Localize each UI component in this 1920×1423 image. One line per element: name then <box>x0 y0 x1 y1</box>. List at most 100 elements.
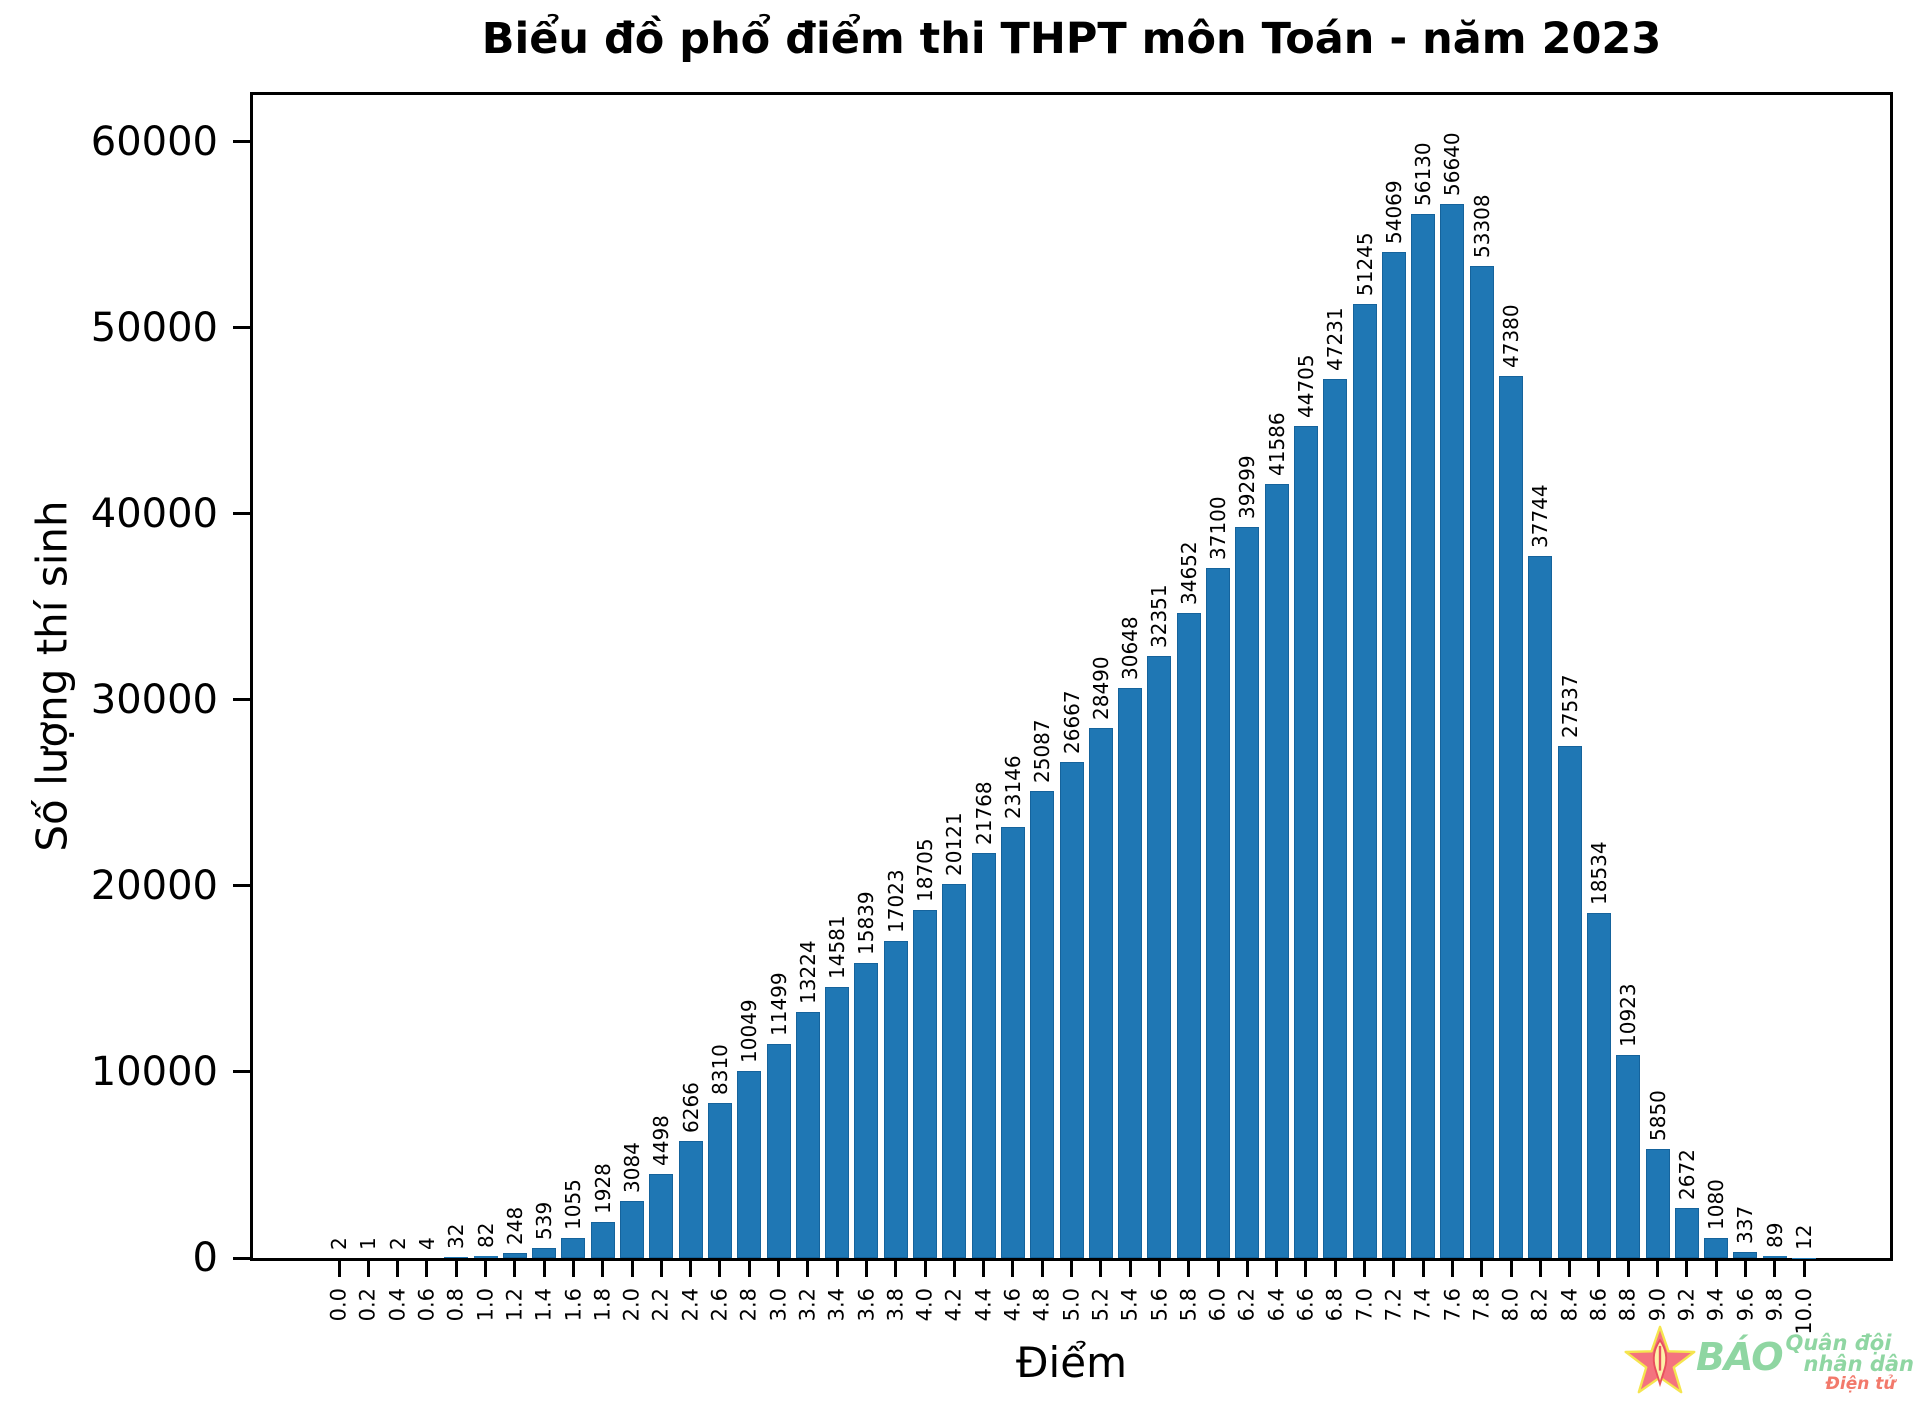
y-tick <box>233 326 250 330</box>
x-tick <box>982 1260 986 1277</box>
bar <box>1000 827 1025 1258</box>
bar-value-label: 27537 <box>1557 673 1582 738</box>
x-tick-label: 7.2 <box>1381 1288 1406 1322</box>
x-tick-label: 3.2 <box>795 1288 820 1322</box>
bar-value-label: 39299 <box>1235 455 1260 519</box>
bar <box>1586 913 1611 1258</box>
x-tick-label: 4.2 <box>941 1288 966 1322</box>
x-tick <box>952 1260 956 1277</box>
bar-value-label: 10049 <box>737 999 762 1064</box>
bar <box>502 1253 527 1258</box>
x-tick-label: 8.4 <box>1557 1288 1582 1322</box>
x-tick <box>1128 1260 1132 1277</box>
x-tick-label: 6.6 <box>1293 1288 1318 1322</box>
x-tick <box>1714 1260 1718 1277</box>
x-tick <box>1802 1260 1806 1277</box>
x-tick <box>337 1260 341 1277</box>
bar-value-label: 44705 <box>1293 354 1318 419</box>
x-tick <box>1480 1260 1484 1277</box>
x-tick-label: 0.2 <box>355 1288 380 1322</box>
x-tick-label: 0.4 <box>385 1288 410 1322</box>
bar-value-label: 248 <box>502 1207 527 1246</box>
x-tick-label: 7.6 <box>1439 1288 1464 1322</box>
x-tick <box>1011 1260 1015 1277</box>
bar <box>561 1238 586 1258</box>
x-tick-label: 6.8 <box>1322 1288 1347 1322</box>
x-tick-label: 3.6 <box>853 1288 878 1322</box>
x-tick <box>601 1260 605 1277</box>
y-tick <box>233 140 250 144</box>
bar-value-label: 1080 <box>1704 1179 1729 1230</box>
x-tick <box>1070 1260 1073 1277</box>
chart-title: Biểu đồ phổ điểm thi THPT môn Toán - năm… <box>481 14 1662 64</box>
x-tick-label: 4.8 <box>1029 1288 1054 1322</box>
bar <box>1059 761 1084 1258</box>
bar-value-label: 6266 <box>678 1082 703 1134</box>
bar-value-label: 1928 <box>590 1163 615 1215</box>
bar <box>1323 379 1348 1258</box>
bar-value-label: 13224 <box>795 940 820 1004</box>
bar-value-label: 56640 <box>1440 132 1465 197</box>
bar <box>620 1200 644 1258</box>
bar-value-label: 14581 <box>825 915 850 979</box>
bar <box>971 852 996 1258</box>
bar <box>1147 656 1172 1258</box>
bar <box>590 1222 615 1258</box>
x-tick-label: 5.2 <box>1088 1288 1113 1322</box>
y-axis-label: Số lượng thí sinh <box>27 500 77 852</box>
x-tick-label: 6.0 <box>1205 1288 1230 1322</box>
x-tick <box>777 1260 780 1277</box>
x-tick <box>366 1260 370 1277</box>
y-tick-label: 50000 <box>90 304 218 351</box>
x-tick <box>1626 1260 1630 1277</box>
x-tick <box>425 1260 429 1277</box>
x-tick-label: 7.4 <box>1410 1288 1435 1322</box>
x-tick <box>1333 1260 1337 1277</box>
bar <box>1674 1208 1699 1258</box>
bar-value-label: 20121 <box>942 811 967 876</box>
x-tick <box>630 1260 634 1277</box>
y-tick <box>233 1070 250 1074</box>
bar <box>1469 266 1494 1258</box>
logo-word-dientu: Điện tử <box>1825 1373 1896 1394</box>
x-tick <box>659 1260 663 1277</box>
x-tick-label: 1.6 <box>560 1288 585 1322</box>
bar-value-label: 34652 <box>1176 541 1201 606</box>
x-tick-label: 5.6 <box>1146 1288 1171 1322</box>
x-tick-label: 7.8 <box>1469 1288 1494 1322</box>
x-tick-label: 8.2 <box>1527 1288 1552 1322</box>
x-tick-label: 3.4 <box>824 1288 849 1322</box>
bar <box>1293 426 1318 1258</box>
star-pen-nib-icon <box>1624 1325 1696 1394</box>
bar <box>795 1011 820 1258</box>
x-tick <box>1421 1260 1425 1277</box>
x-tick-label: 0.0 <box>326 1288 351 1322</box>
bar-value-label: 82 <box>473 1223 498 1249</box>
y-tick-label: 0 <box>192 1235 218 1281</box>
x-tick <box>1304 1260 1308 1277</box>
bar-value-label: 56130 <box>1411 141 1436 206</box>
x-tick-label: 9.4 <box>1703 1288 1728 1322</box>
x-tick-label: 4.4 <box>971 1288 996 1322</box>
y-tick-label: 20000 <box>90 862 218 909</box>
x-tick-label: 5.0 <box>1059 1288 1083 1322</box>
x-tick-label: 8.6 <box>1586 1288 1611 1322</box>
bar <box>1030 791 1055 1258</box>
bar <box>825 986 850 1258</box>
x-tick <box>1392 1260 1396 1277</box>
bar-value-label: 11499 <box>766 972 791 1037</box>
x-tick <box>1743 1260 1747 1277</box>
bar-value-label: 337 <box>1733 1205 1758 1244</box>
x-tick-label: 9.6 <box>1732 1288 1757 1322</box>
x-tick <box>1187 1260 1191 1277</box>
x-tick <box>484 1260 487 1277</box>
x-tick <box>747 1260 751 1277</box>
y-tick <box>233 698 250 702</box>
x-tick <box>1656 1260 1659 1277</box>
bar <box>444 1257 469 1258</box>
bar <box>854 963 879 1258</box>
bar <box>1440 204 1465 1258</box>
y-tick-label: 10000 <box>90 1048 218 1095</box>
y-tick-label: 60000 <box>90 118 218 165</box>
bar <box>737 1071 762 1258</box>
